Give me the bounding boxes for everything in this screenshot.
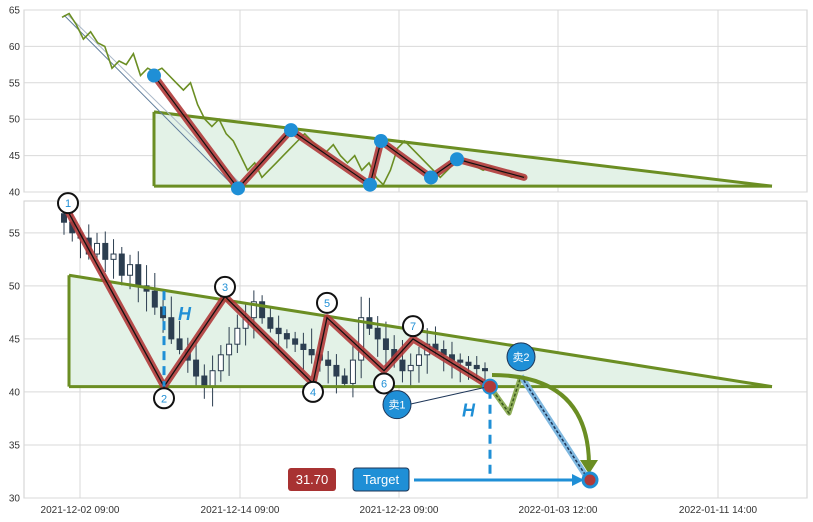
sell1-badge — [382, 390, 412, 420]
candle-body — [217, 354, 224, 372]
candle-body — [209, 370, 216, 388]
top-y-tick-label: 65 — [9, 6, 21, 17]
candle-body — [341, 375, 348, 384]
pivot-marker — [373, 372, 395, 395]
candle-body — [382, 338, 389, 350]
sell2-label: 卖2 — [512, 351, 529, 364]
top-pivot-dot — [284, 123, 298, 138]
candle-body — [300, 343, 307, 351]
bottom-y-tick-label: 30 — [9, 494, 21, 505]
target-curve-arrowhead — [580, 460, 598, 474]
sell2-badge — [506, 342, 536, 372]
top-pivot-dot — [450, 152, 464, 167]
candle-body — [407, 364, 414, 372]
candle-body — [275, 327, 282, 335]
bottom-y-tick-label: 35 — [9, 440, 21, 451]
candle-body — [333, 364, 340, 377]
target-arrowhead — [572, 474, 584, 486]
candle-body — [267, 317, 274, 329]
top-y-tick-label: 50 — [9, 115, 21, 126]
top-y-tick-label: 60 — [9, 42, 21, 53]
candle-body — [168, 317, 175, 340]
candle-body — [374, 327, 381, 340]
candle-body — [465, 361, 472, 366]
pivot-number: 2 — [161, 393, 167, 405]
top-trend-arrow — [63, 14, 237, 189]
height-label: H — [178, 304, 192, 324]
candle-body — [127, 264, 134, 276]
pivot-number: 6 — [381, 378, 387, 390]
pivot-marker — [57, 192, 79, 215]
pivot-marker — [302, 380, 324, 403]
sell1-pointer — [407, 387, 485, 406]
candle-body — [457, 359, 464, 363]
top-pivot-dot — [147, 68, 161, 83]
bottom-pattern-line — [67, 211, 491, 388]
candle-body — [110, 253, 117, 260]
pivot-marker — [214, 275, 236, 298]
pivot-number: 5 — [324, 298, 330, 310]
candle-body — [325, 359, 332, 366]
candle-body — [118, 253, 125, 276]
top-pivot-dot — [231, 181, 245, 196]
pivot-marker — [153, 387, 175, 410]
candle-body — [151, 290, 158, 308]
x-tick-label: 2022-01-11 14:00 — [679, 505, 758, 516]
bottom-y-tick-label: 50 — [9, 281, 21, 292]
candle-body — [102, 242, 109, 260]
forecast-zigzag-dash — [489, 375, 522, 415]
target-curve-arrow — [491, 373, 591, 465]
pivot-number: 1 — [65, 198, 71, 210]
candle-body — [135, 264, 142, 287]
x-tick-label: 2022-01-03 12:00 — [519, 505, 598, 516]
candle-body — [226, 343, 233, 356]
top-y-tick-label: 40 — [9, 188, 21, 199]
candle-body — [201, 375, 208, 388]
top-y-tick-label: 55 — [9, 78, 21, 89]
candle-body — [349, 359, 356, 384]
pivot-marker — [402, 315, 424, 338]
candle-body — [234, 327, 241, 345]
bottom-y-tick-label: 45 — [9, 334, 21, 345]
target-point — [581, 471, 599, 489]
candle-body — [193, 359, 200, 377]
pivot-number: 3 — [222, 282, 228, 294]
top-y-tick-label: 45 — [9, 151, 21, 162]
candle-body — [482, 368, 488, 372]
bottom-y-tick-label: 40 — [9, 387, 21, 398]
x-tick-label: 2021-12-14 09:00 — [201, 505, 280, 516]
top-pivot-dot — [363, 177, 377, 192]
candle-body — [61, 213, 67, 223]
forecast-drop-band — [518, 374, 589, 478]
candle-body — [94, 242, 101, 255]
candle-body — [292, 338, 299, 345]
top-triangle-upper-edge — [153, 110, 773, 188]
candle-body — [308, 349, 315, 356]
candle-body — [415, 354, 422, 366]
x-tick-label: 2021-12-23 09:00 — [360, 505, 439, 516]
candle-body — [358, 317, 365, 361]
target-box — [352, 467, 410, 492]
pivot-number: 7 — [410, 321, 416, 333]
target-label: Target — [363, 472, 400, 487]
sell1-point — [482, 378, 498, 395]
candle-body — [399, 359, 406, 372]
height-projection-label: H — [462, 400, 476, 420]
target-price-label: 31.70 — [296, 472, 329, 487]
top-pivot-dot — [374, 134, 388, 149]
target-price-box — [288, 467, 336, 491]
sell1-label: 卖1 — [388, 399, 405, 412]
candle-body — [259, 301, 266, 319]
candle-body — [473, 364, 480, 370]
top-pivot-dot — [424, 170, 438, 185]
pivot-number: 4 — [310, 387, 316, 399]
bottom-y-tick-label: 55 — [9, 228, 21, 239]
candle-body — [250, 301, 257, 319]
pivot-marker — [316, 291, 338, 314]
candle-body — [176, 338, 183, 350]
x-tick-label: 2021-12-02 09:00 — [41, 505, 120, 516]
candle-body — [283, 333, 290, 340]
